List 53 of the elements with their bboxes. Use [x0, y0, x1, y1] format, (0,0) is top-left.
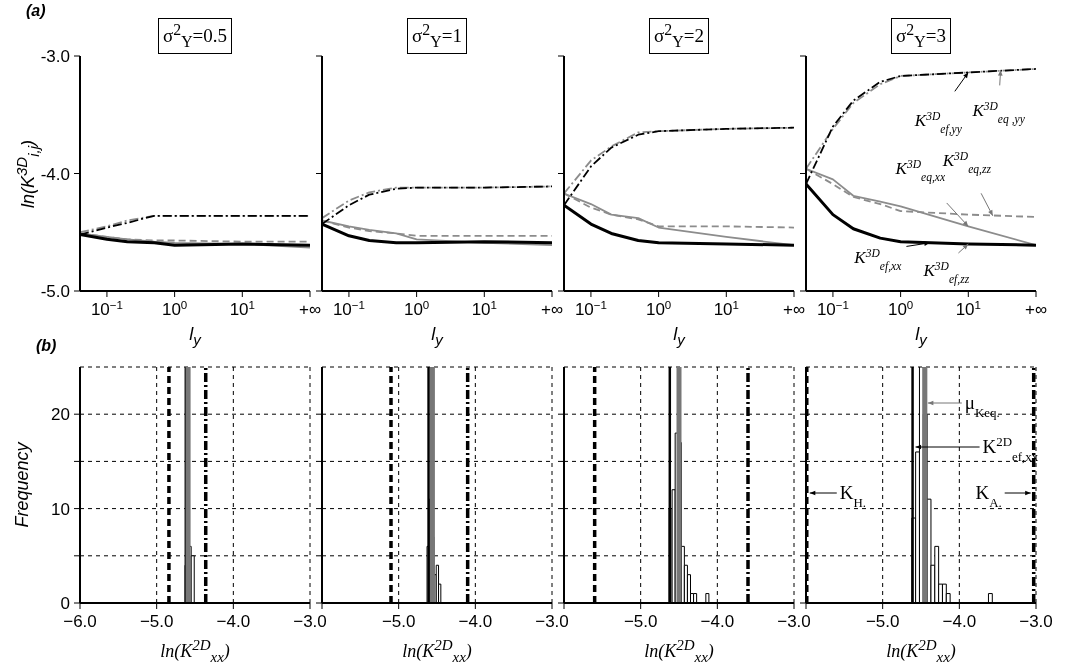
- y-tick-label: -5.0: [40, 282, 70, 301]
- x-tick-label: −5.0: [139, 612, 174, 631]
- x-tick-label: 10$^{0}$: [161, 299, 188, 319]
- x-tick-label: +∞: [1024, 300, 1048, 319]
- x-tick-label: −3.0: [535, 612, 569, 631]
- x-tick-label: +∞: [540, 300, 564, 319]
- x-tick-label: −4.0: [942, 612, 977, 631]
- x-tick-label: 10$^{1}$: [229, 299, 255, 319]
- x-tick-label: +∞: [782, 300, 806, 319]
- y-tick-label: 20: [51, 405, 70, 425]
- x-tick-label: −3.0: [777, 612, 811, 631]
- x-axis-title: l$_{y}$: [430, 323, 445, 350]
- chart-title: σ$^{2}$$_{Y}$=3: [891, 18, 951, 55]
- y-tick-label: 10: [51, 499, 70, 519]
- x-tick-label: 10$^{0}$: [645, 299, 672, 319]
- x-axis-title: l$_{y}$: [914, 323, 929, 350]
- x-tick-label: +∞: [298, 300, 322, 319]
- y-tick-label: -3.0: [40, 47, 70, 66]
- x-tick-label: 10$^{−1}$: [90, 299, 123, 319]
- x-axis-title: l$_{y}$: [188, 323, 203, 350]
- x-axis-title: ln(K$^{2D}$$_{xx}$): [159, 636, 231, 662]
- ref-line-label: μ$_{Keq.}$: [964, 392, 1000, 420]
- chart-title: σ$^{2}$$_{Y}$=0.5: [157, 18, 233, 55]
- chart-title: σ$^{2}$$_{Y}$=1: [407, 18, 467, 55]
- x-tick-label: 10$^{−1}$: [816, 299, 849, 319]
- x-tick-label: 10$^{1}$: [471, 299, 497, 319]
- chart-title: σ$^{2}$$_{Y}$=2: [649, 18, 709, 55]
- x-tick-label: 10$^{−1}$: [574, 299, 607, 319]
- ref-line-label: K$_{H.}$: [839, 482, 867, 510]
- x-tick-label: 10$^{−1}$: [332, 299, 365, 319]
- x-tick-label: 10$^{1}$: [713, 299, 739, 319]
- x-tick-label: 10$^{0}$: [403, 299, 430, 319]
- y-tick-label: -4.0: [40, 164, 70, 184]
- x-tick-label: −4.0: [700, 612, 735, 631]
- x-tick-label: −5.0: [865, 612, 900, 631]
- text: (a): [26, 2, 46, 20]
- x-tick-label: −6.0: [63, 612, 97, 631]
- x-axis-title: ln(K$^{2D}$$_{xx}$): [401, 636, 473, 662]
- text: (b): [36, 337, 57, 355]
- x-tick-label: 10$^{0}$: [887, 299, 914, 319]
- x-tick-label: 10$^{1}$: [955, 299, 981, 319]
- y-axis-title: Frequency: [11, 440, 33, 530]
- x-tick-label: −4.0: [458, 612, 493, 631]
- x-axis-title: ln(K$^{2D}$$_{xx}$): [885, 636, 957, 662]
- x-axis-title: l$_{y}$: [672, 323, 687, 350]
- y-tick-label: 0: [60, 594, 70, 613]
- x-axis-title: ln(K$^{2D}$$_{xx}$): [643, 636, 715, 662]
- x-tick-label: −5.0: [623, 612, 658, 631]
- x-tick-label: −4.0: [216, 612, 251, 631]
- ref-line-label: K$_{A.}$: [975, 482, 1002, 510]
- x-tick-label: −3.0: [293, 612, 327, 631]
- x-tick-label: −5.0: [381, 612, 416, 631]
- x-tick-label: −3.0: [1019, 612, 1053, 631]
